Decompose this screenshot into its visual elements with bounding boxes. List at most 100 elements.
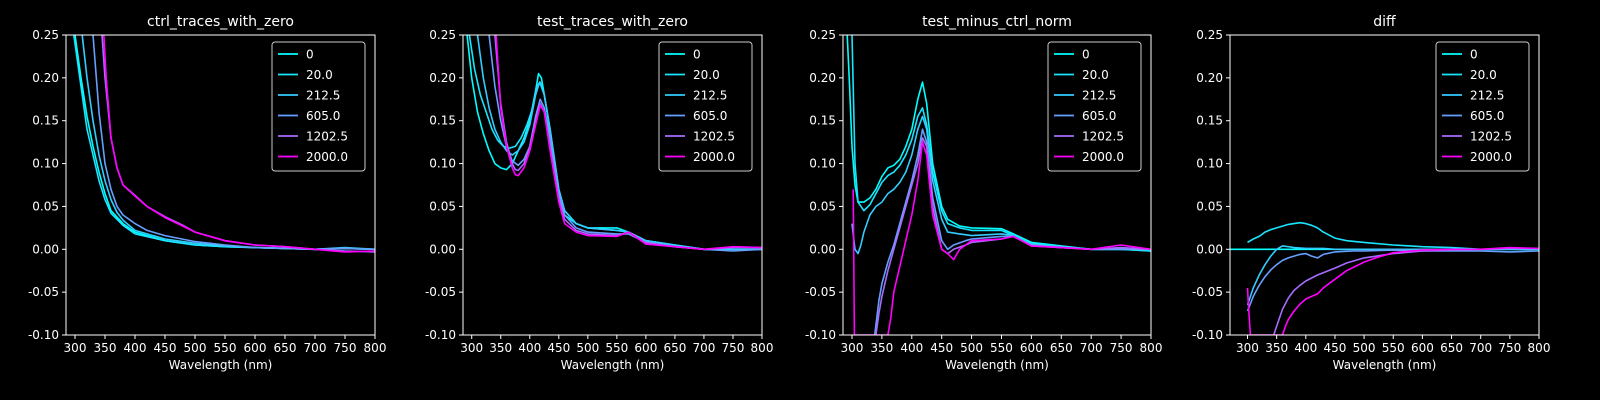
legend-label: 1202.5 xyxy=(1470,130,1512,144)
legend-label: 1202.5 xyxy=(693,130,735,144)
legend-label: 20.0 xyxy=(693,68,720,82)
y-tick-label: 0.15 xyxy=(1196,114,1223,128)
y-tick-label: 0.20 xyxy=(809,71,836,85)
y-tick-label: 0.05 xyxy=(809,199,836,213)
x-tick-label: 300 xyxy=(841,341,864,355)
x-tick-label: 800 xyxy=(364,341,387,355)
legend: 0 20.0 212.5 605.0 1202.5 2000.0 xyxy=(658,41,753,172)
x-tick-label: 650 xyxy=(663,341,686,355)
x-tick-label: 450 xyxy=(930,341,953,355)
legend-label: 1202.5 xyxy=(1082,130,1124,144)
series-line-212.5 xyxy=(476,35,762,251)
series-group xyxy=(466,35,762,252)
y-tick-label: 0.00 xyxy=(429,242,456,256)
x-tick-label: 700 xyxy=(1469,341,1492,355)
y-tick-label: 0.25 xyxy=(1196,28,1223,42)
x-tick-label: 600 xyxy=(1411,341,1434,355)
series-line-605.0 xyxy=(1246,249,1539,312)
series-group xyxy=(1230,221,1539,335)
y-tick-label: 0.00 xyxy=(809,242,836,256)
x-tick-label: 700 xyxy=(1080,341,1103,355)
legend-label: 605.0 xyxy=(693,109,727,123)
axes-frame xyxy=(1229,34,1540,336)
y-tick-label: 0.25 xyxy=(809,28,836,42)
y-tick-label: 0.15 xyxy=(429,114,456,128)
chart-title: test_traces_with_zero xyxy=(537,14,688,30)
legend-label: 0 xyxy=(1470,48,1478,62)
x-tick-label: 800 xyxy=(1528,341,1551,355)
x-tick-label: 350 xyxy=(870,341,893,355)
legend-label: 2000.0 xyxy=(693,150,735,164)
x-tick-label: 750 xyxy=(1110,341,1133,355)
series-group xyxy=(846,35,1151,335)
legend: 0 20.0 212.5 605.0 1202.5 2000.0 xyxy=(1435,41,1530,172)
x-tick-label: 550 xyxy=(1382,341,1405,355)
series-line-2000.0 xyxy=(1246,246,1539,335)
x-tick-label: 400 xyxy=(1294,341,1317,355)
y-tick-label: -0.05 xyxy=(28,285,59,299)
chart-title: diff xyxy=(1373,14,1396,30)
series-line-212.5 xyxy=(1246,245,1539,306)
legend-label: 212.5 xyxy=(693,89,727,103)
axes-frame xyxy=(65,34,376,336)
y-tick-label: 0.20 xyxy=(32,71,59,85)
x-axis-label: Wavelength (nm) xyxy=(169,358,273,372)
legend-label: 2000.0 xyxy=(1470,150,1512,164)
y-tick-label: 0.20 xyxy=(429,71,456,85)
legend-label: 212.5 xyxy=(1470,89,1504,103)
x-tick-label: 500 xyxy=(1353,341,1376,355)
legend-label: 1202.5 xyxy=(306,130,348,144)
x-tick-label: 650 xyxy=(274,341,297,355)
x-tick-label: 750 xyxy=(334,341,357,355)
legend-label: 0 xyxy=(1082,48,1090,62)
series-line-605.0 xyxy=(92,35,375,251)
y-tick-label: 0.25 xyxy=(32,28,59,42)
series-line-1202.5 xyxy=(1272,247,1539,335)
axes-frame xyxy=(462,34,763,336)
y-tick-label: -0.10 xyxy=(1192,328,1223,342)
x-tick-label: 750 xyxy=(1498,341,1521,355)
x-tick-label: 550 xyxy=(990,341,1013,355)
x-axis-label: Wavelength (nm) xyxy=(1333,358,1437,372)
legend-label: 2000.0 xyxy=(306,150,348,164)
y-tick-label: 0.15 xyxy=(32,114,59,128)
x-tick-label: 800 xyxy=(751,341,774,355)
y-tick-label: 0.25 xyxy=(429,28,456,42)
legend-label: 2000.0 xyxy=(1082,150,1124,164)
legend-label: 212.5 xyxy=(1082,89,1116,103)
chart-panel-2: 300 350 400 450 500 550 600 650 700 750 800 -0.10 -0… xyxy=(425,14,774,372)
legend-label: 0 xyxy=(306,48,314,62)
y-tick-label: -0.10 xyxy=(28,328,59,342)
y-tick-label: 0.10 xyxy=(809,157,836,171)
y-tick-label: 0.10 xyxy=(1196,157,1223,171)
x-tick-label: 800 xyxy=(1140,341,1163,355)
x-tick-label: 350 xyxy=(1265,341,1288,355)
axes-frame xyxy=(842,34,1152,336)
legend-label: 605.0 xyxy=(1470,109,1504,123)
x-tick-label: 500 xyxy=(184,341,207,355)
legend-label: 20.0 xyxy=(306,68,333,82)
y-tick-label: 0.20 xyxy=(1196,71,1223,85)
chart-panel-1: 300 350 400 450 500 550 600 650 700 750 800 -0.10 -0… xyxy=(28,14,387,372)
x-tick-label: 300 xyxy=(64,341,87,355)
chart-title: test_minus_ctrl_norm xyxy=(922,14,1072,30)
legend-label: 605.0 xyxy=(306,109,340,123)
x-tick-label: 700 xyxy=(304,341,327,355)
x-tick-label: 450 xyxy=(1323,341,1346,355)
x-tick-label: 550 xyxy=(605,341,628,355)
x-tick-label: 550 xyxy=(214,341,237,355)
x-tick-label: 650 xyxy=(1050,341,1073,355)
series-line-20.0 xyxy=(1247,221,1539,251)
series-line-2000.0 xyxy=(852,141,1151,335)
legend-label: 212.5 xyxy=(306,89,340,103)
x-tick-label: 750 xyxy=(722,341,745,355)
y-tick-label: 0.05 xyxy=(1196,199,1223,213)
series-group xyxy=(73,35,375,253)
x-axis-label: Wavelength (nm) xyxy=(945,358,1049,372)
x-tick-label: 500 xyxy=(576,341,599,355)
legend-label: 605.0 xyxy=(1082,109,1116,123)
x-tick-label: 600 xyxy=(244,341,267,355)
y-tick-label: -0.05 xyxy=(1192,285,1223,299)
y-tick-label: -0.05 xyxy=(805,285,836,299)
